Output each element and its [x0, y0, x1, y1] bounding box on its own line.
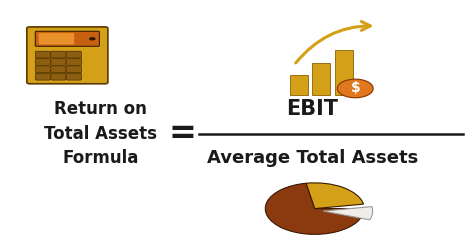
FancyBboxPatch shape: [66, 73, 82, 80]
Wedge shape: [306, 183, 364, 209]
FancyBboxPatch shape: [66, 59, 82, 65]
Text: Average Total Assets: Average Total Assets: [207, 149, 418, 167]
FancyBboxPatch shape: [36, 59, 50, 65]
Text: EBIT: EBIT: [286, 99, 338, 119]
Text: $: $: [350, 81, 360, 95]
Text: Formula: Formula: [62, 149, 138, 167]
FancyBboxPatch shape: [51, 66, 66, 73]
FancyBboxPatch shape: [51, 73, 66, 80]
FancyBboxPatch shape: [38, 33, 74, 45]
Circle shape: [89, 37, 96, 40]
FancyBboxPatch shape: [36, 66, 50, 73]
FancyBboxPatch shape: [51, 51, 66, 58]
Circle shape: [337, 79, 373, 98]
Wedge shape: [265, 183, 364, 234]
Text: Return on: Return on: [54, 100, 147, 118]
FancyBboxPatch shape: [36, 51, 50, 58]
FancyBboxPatch shape: [36, 31, 100, 46]
FancyBboxPatch shape: [27, 27, 108, 84]
Bar: [335, 50, 353, 94]
FancyBboxPatch shape: [36, 73, 50, 80]
FancyBboxPatch shape: [51, 59, 66, 65]
FancyBboxPatch shape: [66, 66, 82, 73]
Text: =: =: [169, 117, 197, 150]
Text: Total Assets: Total Assets: [44, 125, 157, 143]
Bar: [312, 63, 330, 94]
FancyBboxPatch shape: [66, 51, 82, 58]
Bar: [290, 75, 308, 94]
Wedge shape: [323, 207, 373, 220]
